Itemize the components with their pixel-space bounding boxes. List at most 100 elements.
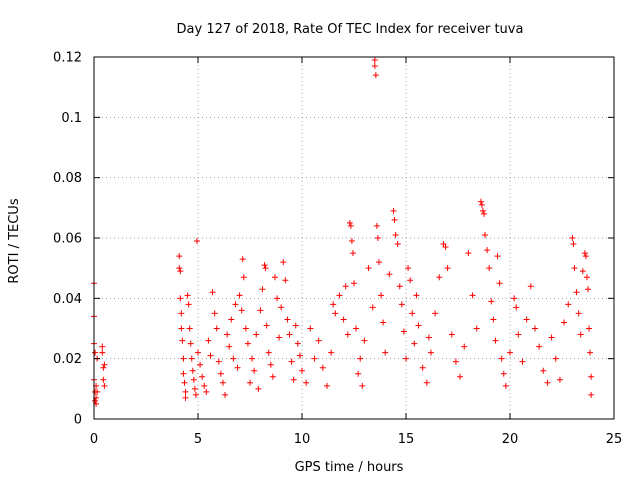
- data-point: [374, 235, 381, 241]
- data-point: [255, 385, 262, 392]
- data-point: [249, 355, 256, 362]
- data-point: [569, 235, 576, 241]
- data-point: [544, 379, 551, 386]
- data-point: [465, 250, 472, 257]
- data-point: [269, 373, 276, 380]
- data-point: [498, 355, 505, 362]
- x-axis-label: GPS time / hours: [295, 460, 404, 475]
- data-point: [292, 322, 299, 329]
- data-point: [355, 370, 362, 377]
- data-point: [278, 304, 285, 311]
- data-point: [486, 265, 493, 272]
- data-point: [180, 355, 187, 362]
- data-point: [423, 379, 430, 386]
- data-point: [515, 331, 522, 338]
- data-point: [232, 301, 239, 308]
- data-point: [262, 265, 269, 272]
- data-point: [457, 373, 464, 380]
- data-point: [219, 379, 226, 386]
- data-point: [209, 289, 216, 296]
- x-tick-label: 10: [294, 432, 311, 447]
- data-point: [290, 376, 297, 383]
- data-point: [184, 292, 191, 299]
- data-point: [579, 268, 586, 275]
- data-point: [481, 210, 487, 217]
- data-point: [332, 310, 339, 317]
- data-point: [224, 331, 231, 338]
- data-point: [228, 316, 235, 323]
- data-point: [203, 388, 210, 395]
- data-point: [282, 277, 289, 284]
- data-point: [371, 57, 378, 64]
- x-tick-label: 25: [606, 432, 623, 447]
- data-point: [207, 352, 214, 359]
- data-point: [346, 219, 353, 226]
- data-point: [561, 319, 568, 326]
- data-point: [482, 231, 489, 238]
- data-point: [99, 349, 106, 356]
- data-point: [403, 355, 409, 362]
- data-point: [391, 216, 398, 223]
- data-point: [236, 292, 243, 299]
- data-point: [585, 286, 591, 293]
- data-point: [239, 256, 246, 263]
- data-point: [271, 274, 278, 281]
- data-point: [556, 376, 563, 383]
- data-point: [587, 349, 594, 356]
- data-point: [500, 370, 507, 377]
- data-point: [351, 280, 357, 287]
- data-point: [242, 325, 249, 332]
- data-point: [213, 325, 220, 332]
- data-point: [588, 373, 595, 380]
- data-point: [496, 280, 503, 287]
- data-point: [488, 298, 495, 305]
- data-point: [373, 222, 380, 229]
- data-point: [215, 358, 222, 365]
- y-tick-label: 0: [74, 413, 82, 428]
- data-point: [386, 271, 393, 278]
- data-point: [513, 304, 520, 311]
- data-point: [371, 63, 378, 70]
- data-point: [226, 343, 233, 350]
- data-point: [311, 355, 318, 362]
- data-point: [189, 367, 196, 374]
- data-point: [342, 283, 349, 290]
- data-point: [581, 250, 588, 257]
- data-point: [353, 325, 360, 332]
- data-point: [276, 334, 283, 341]
- data-point: [284, 316, 291, 323]
- data-point: [372, 72, 379, 79]
- data-point: [247, 379, 253, 386]
- data-point: [192, 391, 199, 398]
- data-point: [296, 352, 303, 359]
- data-point: [479, 207, 486, 214]
- data-point: [405, 265, 412, 272]
- data-point: [490, 316, 497, 323]
- data-point: [380, 319, 387, 326]
- data-point: [238, 307, 245, 314]
- data-point: [392, 231, 399, 238]
- data-point: [182, 388, 189, 395]
- data-point: [477, 198, 484, 205]
- data-point: [257, 307, 264, 314]
- data-point: [99, 343, 106, 350]
- data-point: [507, 349, 513, 356]
- data-point: [179, 337, 186, 344]
- data-point: [427, 349, 434, 356]
- data-point: [261, 262, 268, 269]
- data-point: [575, 310, 582, 317]
- data-point: [181, 379, 188, 386]
- data-point: [217, 370, 224, 377]
- data-point: [382, 349, 389, 356]
- data-point: [197, 361, 204, 368]
- data-point: [577, 331, 584, 338]
- data-point: [176, 253, 183, 260]
- data-point: [444, 265, 451, 272]
- data-point: [571, 265, 578, 272]
- y-tick-label: 0.1: [61, 111, 82, 126]
- data-point: [378, 292, 385, 299]
- data-point: [349, 250, 356, 257]
- data-point: [191, 385, 198, 392]
- data-point: [100, 364, 107, 371]
- data-point: [375, 259, 382, 266]
